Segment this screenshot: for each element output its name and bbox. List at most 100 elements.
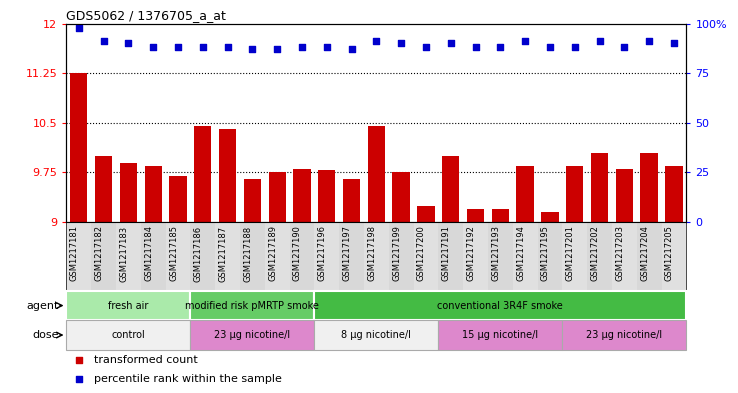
Text: GSM1217194: GSM1217194	[516, 226, 525, 281]
Text: GSM1217182: GSM1217182	[94, 226, 103, 281]
Point	[97, 38, 109, 44]
Point	[221, 44, 233, 51]
Bar	[190, 291, 314, 320]
Point	[569, 44, 581, 51]
Text: GSM1217200: GSM1217200	[417, 226, 426, 281]
Bar	[438, 222, 463, 291]
Text: GSM1217189: GSM1217189	[268, 226, 277, 281]
Text: GSM1217202: GSM1217202	[590, 226, 599, 281]
Bar	[492, 209, 509, 222]
Point	[469, 44, 481, 51]
Bar	[169, 176, 187, 222]
Text: conventional 3R4F smoke: conventional 3R4F smoke	[438, 301, 563, 310]
Point	[396, 40, 407, 47]
Bar	[537, 222, 562, 291]
Text: GSM1217191: GSM1217191	[442, 226, 451, 281]
Point	[544, 44, 556, 51]
Bar	[95, 156, 112, 222]
Bar	[488, 222, 513, 291]
Point	[420, 44, 432, 51]
Text: GSM1217188: GSM1217188	[244, 226, 252, 282]
Bar	[562, 222, 587, 291]
Text: GSM1217201: GSM1217201	[566, 226, 575, 281]
Bar	[120, 163, 137, 222]
Text: GSM1217183: GSM1217183	[120, 226, 128, 282]
Text: percentile rank within the sample: percentile rank within the sample	[94, 374, 282, 384]
Bar	[467, 209, 484, 222]
Text: GSM1217190: GSM1217190	[293, 226, 302, 281]
Point	[593, 38, 605, 44]
Bar	[641, 152, 658, 222]
Text: GSM1217199: GSM1217199	[392, 226, 401, 281]
Bar	[145, 166, 162, 222]
Bar	[293, 169, 311, 222]
Bar	[417, 206, 435, 222]
Point	[272, 46, 283, 53]
Text: dose: dose	[32, 330, 59, 340]
Point	[321, 44, 333, 51]
Point	[73, 24, 85, 31]
Bar	[566, 166, 584, 222]
Point	[296, 44, 308, 51]
Bar	[265, 222, 289, 291]
Text: GSM1217205: GSM1217205	[665, 226, 674, 281]
Point	[520, 38, 531, 44]
Bar	[244, 179, 261, 222]
Bar	[289, 222, 314, 291]
Point	[370, 38, 382, 44]
Bar	[368, 126, 385, 222]
Bar	[591, 152, 608, 222]
Bar	[587, 222, 612, 291]
Point	[197, 44, 209, 51]
Bar	[393, 173, 410, 222]
Text: GSM1217204: GSM1217204	[640, 226, 649, 281]
Text: 23 μg nicotine/l: 23 μg nicotine/l	[214, 330, 291, 340]
Bar	[463, 222, 488, 291]
Point	[445, 40, 457, 47]
Bar	[442, 156, 460, 222]
Text: GSM1217186: GSM1217186	[194, 226, 203, 282]
Text: GSM1217195: GSM1217195	[541, 226, 550, 281]
Bar	[364, 222, 389, 291]
Text: control: control	[111, 330, 145, 340]
Bar	[413, 222, 438, 291]
Bar	[240, 222, 265, 291]
Text: GSM1217181: GSM1217181	[70, 226, 79, 281]
Point	[483, 98, 495, 105]
Bar	[661, 222, 686, 291]
Point	[618, 44, 630, 51]
Text: GSM1217192: GSM1217192	[466, 226, 475, 281]
Bar	[141, 222, 165, 291]
Point	[345, 46, 357, 53]
Point	[246, 46, 258, 53]
Bar	[637, 222, 661, 291]
Bar	[219, 129, 236, 222]
Text: GSM1217187: GSM1217187	[218, 226, 227, 282]
Bar	[194, 126, 212, 222]
Point	[494, 44, 506, 51]
Bar	[215, 222, 240, 291]
Bar	[314, 320, 438, 350]
Point	[148, 44, 159, 51]
Text: GDS5062 / 1376705_a_at: GDS5062 / 1376705_a_at	[66, 9, 227, 22]
Text: GSM1217198: GSM1217198	[368, 226, 376, 281]
Bar	[438, 320, 562, 350]
Point	[483, 277, 495, 283]
Bar	[314, 222, 339, 291]
Point	[172, 44, 184, 51]
Bar	[318, 171, 336, 222]
Bar	[339, 222, 364, 291]
Bar	[513, 222, 537, 291]
Text: agent: agent	[27, 301, 59, 310]
Text: GSM1217184: GSM1217184	[144, 226, 154, 281]
Bar	[517, 166, 534, 222]
Bar	[190, 320, 314, 350]
Bar	[92, 222, 116, 291]
Text: transformed count: transformed count	[94, 354, 198, 365]
Bar	[389, 222, 413, 291]
Text: 8 μg nicotine/l: 8 μg nicotine/l	[342, 330, 411, 340]
Bar	[541, 212, 559, 222]
Bar	[70, 73, 88, 222]
Text: GSM1217185: GSM1217185	[169, 226, 178, 281]
Point	[644, 38, 655, 44]
